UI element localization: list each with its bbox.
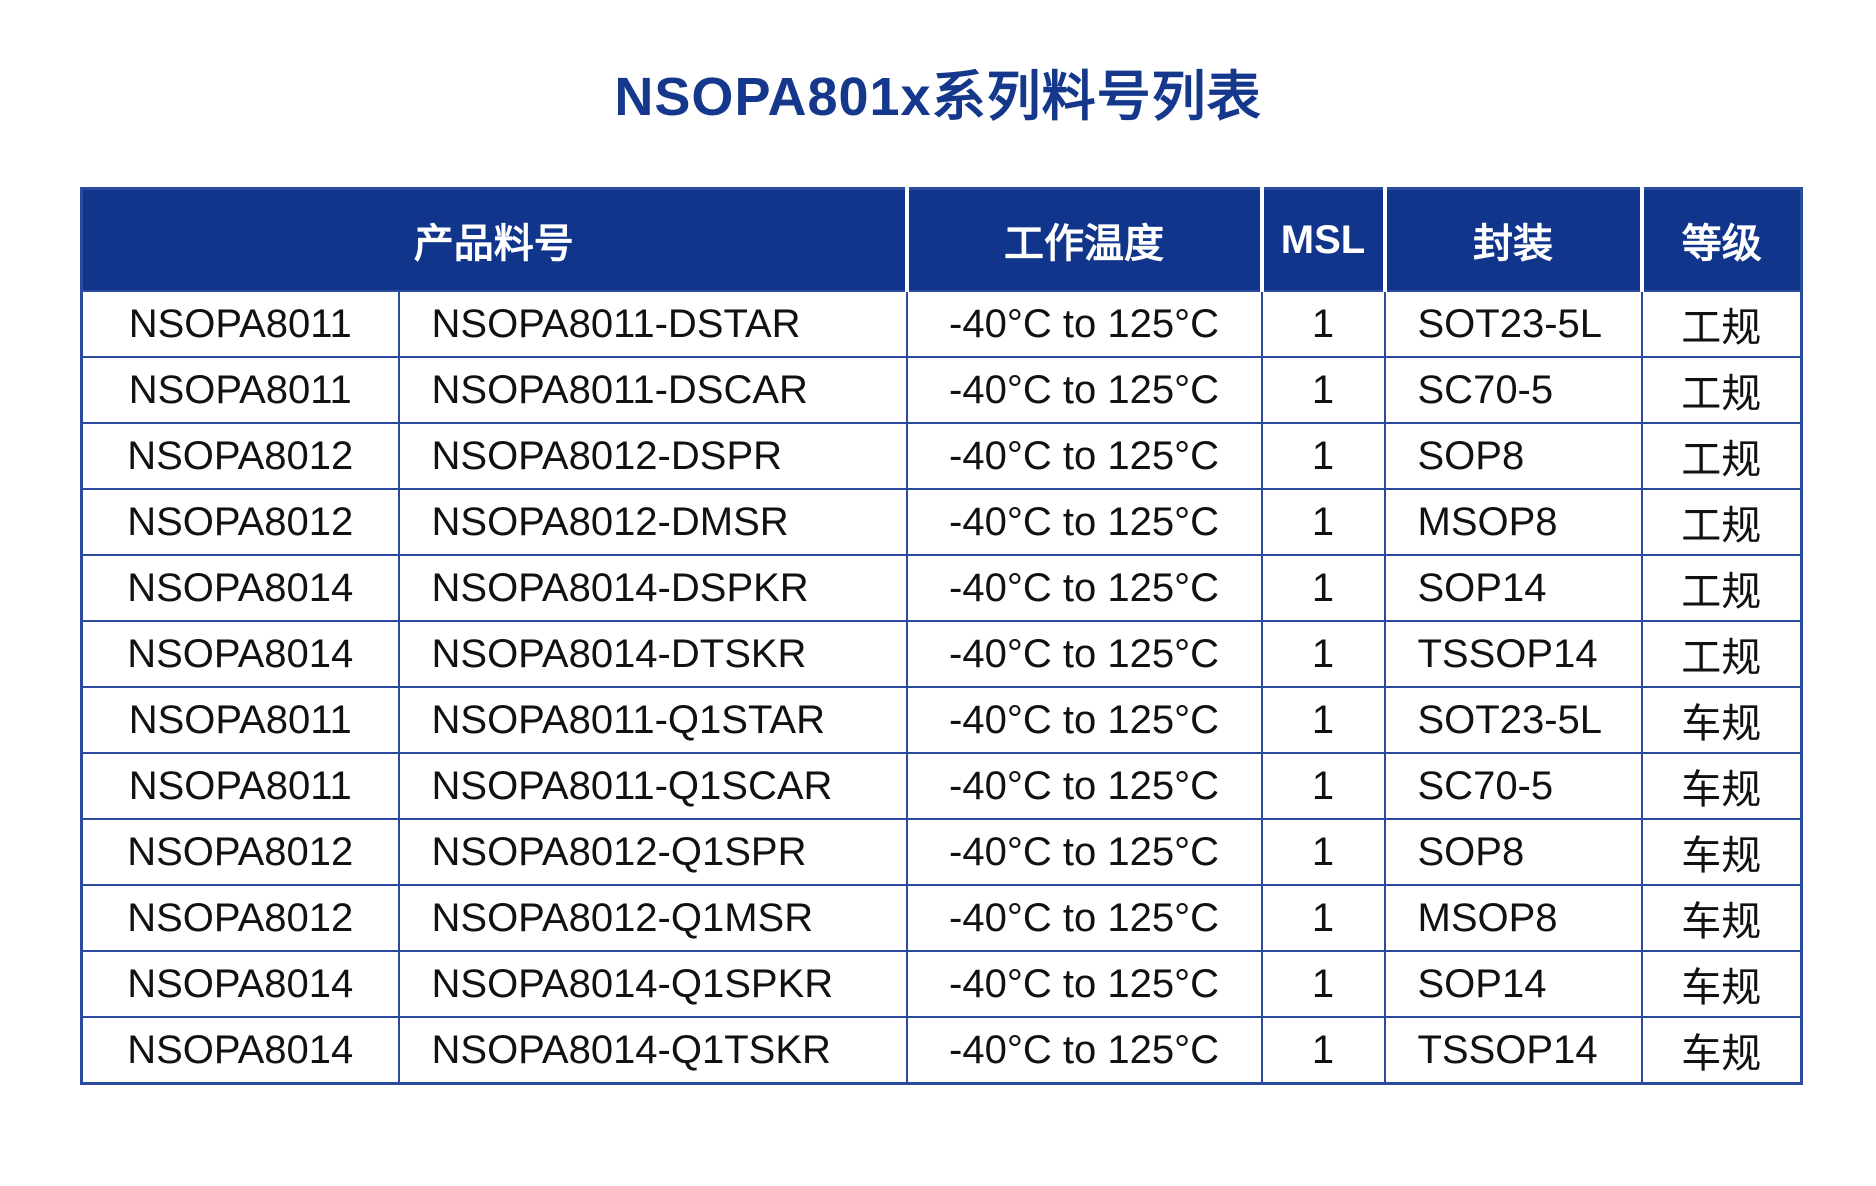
cell-part-number: NSOPA8012-Q1MSR [397,884,908,952]
table-row: NSOPA8012 NSOPA8012-Q1MSR -40°C to 125°C… [80,884,1803,952]
cell-product: NSOPA8012 [80,818,400,886]
cell-temp-range: -40°C to 125°C [905,554,1263,622]
cell-part-number: NSOPA8012-Q1SPR [397,818,908,886]
cell-temp-range: -40°C to 125°C [905,884,1263,952]
cell-product: NSOPA8011 [80,686,400,754]
cell-product: NSOPA8012 [80,884,400,952]
header-package: 封装 [1382,188,1642,291]
cell-grade: 车规 [1640,818,1803,886]
cell-grade: 工规 [1640,620,1803,688]
table-row: NSOPA8014 NSOPA8014-DSPKR -40°C to 125°C… [80,554,1803,622]
cell-part-number: NSOPA8014-Q1SPKR [397,950,908,1018]
part-number-table: 产品料号 工作温度 MSL 封装 等级 NSOPA8011 NSOPA8011-… [80,187,1803,1085]
cell-msl: 1 [1260,290,1386,358]
table-row: NSOPA8014 NSOPA8014-Q1TSKR -40°C to 125°… [80,1016,1803,1085]
cell-package: SC70-5 [1383,356,1643,424]
cell-temp-range: -40°C to 125°C [905,488,1263,556]
cell-msl: 1 [1260,488,1386,556]
cell-temp-range: -40°C to 125°C [905,1016,1263,1085]
table-row: NSOPA8011 NSOPA8011-Q1SCAR -40°C to 125°… [80,752,1803,820]
cell-package: SOP14 [1383,554,1643,622]
cell-grade: 工规 [1640,554,1803,622]
cell-product: NSOPA8012 [80,488,400,556]
cell-temp-range: -40°C to 125°C [905,752,1263,820]
cell-product: NSOPA8011 [80,356,400,424]
cell-msl: 1 [1260,422,1386,490]
cell-msl: 1 [1260,752,1386,820]
cell-product: NSOPA8011 [80,752,400,820]
cell-part-number: NSOPA8012-DMSR [397,488,908,556]
cell-msl: 1 [1260,884,1386,952]
cell-grade: 工规 [1640,356,1803,424]
cell-grade: 车规 [1640,1016,1803,1085]
table-row: NSOPA8011 NSOPA8011-DSTAR -40°C to 125°C… [80,290,1803,358]
cell-msl: 1 [1260,686,1386,754]
cell-temp-range: -40°C to 125°C [905,356,1263,424]
cell-part-number: NSOPA8014-Q1TSKR [397,1016,908,1085]
cell-package: SOP8 [1383,818,1643,886]
table-row: NSOPA8012 NSOPA8012-DMSR -40°C to 125°C … [80,488,1803,556]
cell-grade: 工规 [1640,422,1803,490]
cell-temp-range: -40°C to 125°C [905,422,1263,490]
cell-product: NSOPA8014 [80,1016,400,1085]
table-row: NSOPA8011 NSOPA8011-Q1STAR -40°C to 125°… [80,686,1803,754]
cell-package: MSOP8 [1383,884,1643,952]
cell-grade: 工规 [1640,290,1803,358]
header-msl: MSL [1259,188,1385,291]
cell-package: SOP14 [1383,950,1643,1018]
cell-msl: 1 [1260,950,1386,1018]
cell-package: SC70-5 [1383,752,1643,820]
cell-temp-range: -40°C to 125°C [905,950,1263,1018]
cell-package: SOT23-5L [1383,290,1643,358]
cell-msl: 1 [1260,356,1386,424]
cell-grade: 车规 [1640,686,1803,754]
header-grade: 等级 [1639,188,1802,291]
cell-package: SOP8 [1383,422,1643,490]
table-row: NSOPA8011 NSOPA8011-DSCAR -40°C to 125°C… [80,356,1803,424]
cell-part-number: NSOPA8011-Q1SCAR [397,752,908,820]
cell-grade: 车规 [1640,884,1803,952]
cell-product: NSOPA8011 [80,290,400,358]
table-header-row: 产品料号 工作温度 MSL 封装 等级 [81,188,1802,291]
cell-grade: 工规 [1640,488,1803,556]
cell-msl: 1 [1260,620,1386,688]
cell-msl: 1 [1260,1016,1386,1085]
cell-part-number: NSOPA8011-Q1STAR [397,686,908,754]
cell-temp-range: -40°C to 125°C [905,686,1263,754]
header-temp: 工作温度 [904,188,1262,291]
cell-grade: 车规 [1640,752,1803,820]
cell-package: MSOP8 [1383,488,1643,556]
cell-package: TSSOP14 [1383,1016,1643,1085]
header-product: 产品料号 [81,188,907,291]
cell-temp-range: -40°C to 125°C [905,620,1263,688]
table-row: NSOPA8012 NSOPA8012-DSPR -40°C to 125°C … [80,422,1803,490]
cell-msl: 1 [1260,554,1386,622]
cell-package: TSSOP14 [1383,620,1643,688]
cell-product: NSOPA8012 [80,422,400,490]
cell-grade: 车规 [1640,950,1803,1018]
cell-part-number: NSOPA8014-DSPKR [397,554,908,622]
cell-part-number: NSOPA8014-DTSKR [397,620,908,688]
cell-part-number: NSOPA8011-DSTAR [397,290,908,358]
cell-temp-range: -40°C to 125°C [905,290,1263,358]
cell-package: SOT23-5L [1383,686,1643,754]
cell-part-number: NSOPA8012-DSPR [397,422,908,490]
cell-product: NSOPA8014 [80,950,400,1018]
table-row: NSOPA8012 NSOPA8012-Q1SPR -40°C to 125°C… [80,818,1803,886]
cell-msl: 1 [1260,818,1386,886]
cell-product: NSOPA8014 [80,620,400,688]
cell-part-number: NSOPA8011-DSCAR [397,356,908,424]
table-row: NSOPA8014 NSOPA8014-Q1SPKR -40°C to 125°… [80,950,1803,1018]
cell-temp-range: -40°C to 125°C [905,818,1263,886]
page-title: NSOPA801x系列料号列表 [614,67,1262,127]
table-row: NSOPA8014 NSOPA8014-DTSKR -40°C to 125°C… [80,620,1803,688]
cell-product: NSOPA8014 [80,554,400,622]
